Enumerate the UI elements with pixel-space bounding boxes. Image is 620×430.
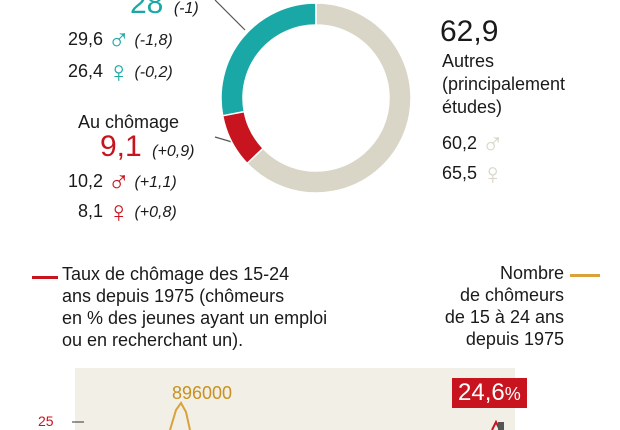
peak-count-label: 896000 [172, 383, 233, 403]
employed-female-row: 26,4 ♀ (-0,2) [68, 58, 173, 88]
line-chart [72, 368, 515, 430]
employed-female-value: 26,4 [68, 61, 104, 82]
employed-male-row: 29,6 ♂ (-1,8) [68, 26, 173, 56]
count-series-line [169, 401, 191, 430]
donut-chart [214, 0, 412, 194]
latest-rate-unit: % [504, 384, 521, 404]
unemployed-change: (+0,9) [152, 143, 195, 160]
rate-legend-line: ans depuis 1975 (chômeurs [62, 286, 285, 306]
others-value: 62,9 [440, 15, 499, 48]
employed-male-value: 29,6 [68, 29, 104, 50]
latest-rate-marker [498, 422, 504, 430]
rate-legend-line: ou en recherchant un). [62, 330, 244, 350]
latest-rate-value: 24,6 [458, 379, 505, 406]
male-icon: ♂ [481, 128, 505, 161]
count-legend-line: Nombre [499, 263, 564, 283]
latest-rate-badge: 24,6% [452, 378, 527, 408]
employed-female-change: (-0,2) [134, 64, 173, 82]
others-male-value: 60,2 [442, 133, 478, 154]
unemployed-male-row: 10,2 ♂ (+1,1) [68, 168, 177, 198]
y-axis-tick-label: 25 [38, 413, 54, 429]
male-icon: ♂ [107, 24, 131, 57]
count-legend-line: depuis 1975 [465, 329, 564, 349]
unemployed-female-change: (+0,8) [134, 204, 177, 222]
unemployed-label: Au chômage [78, 112, 180, 132]
female-icon: ♀ [481, 158, 505, 191]
y-tick-label: 25 [38, 413, 54, 429]
count-legend-line: de 15 à 24 ans [444, 307, 564, 327]
employed-male-change: (-1,8) [134, 32, 173, 50]
employed-block: 28 (-1) [130, 0, 199, 21]
count-legend-text: Nombre de chômeurs de 15 à 24 ans depuis… [445, 262, 564, 350]
female-icon: ♀ [107, 196, 130, 229]
unemployed-value: 9,1 [100, 130, 142, 163]
others-female-value: 65,5 [442, 163, 478, 184]
employed-value: 28 [130, 0, 164, 20]
others-label: Autres (principalement études) [442, 50, 565, 119]
rate-legend-line: en % des jeunes ayant un emploi [62, 308, 328, 328]
others-label-line: études) [442, 97, 503, 117]
unemployed-female-value: 8,1 [78, 201, 104, 222]
unemployed-leader-line [214, 136, 233, 143]
unemployed-male-change: (+1,1) [134, 174, 177, 192]
count-legend-swatch [570, 274, 600, 277]
others-label-line: (principalement [442, 74, 566, 94]
rate-legend-text: Taux de chômage des 15-24 ans depuis 197… [62, 263, 327, 351]
rate-legend-line: Taux de chômage des 15-24 [62, 264, 290, 284]
employed-leader-line [214, 0, 246, 31]
others-male-row: 60,2 ♂ [442, 130, 504, 160]
employed-change: (-1) [173, 0, 199, 17]
others-label-line: Autres [442, 51, 495, 71]
unemployed-female-row: 8,1 ♀ (+0,8) [78, 198, 177, 228]
count-legend-line: de chômeurs [459, 285, 564, 305]
unemployed-male-value: 10,2 [68, 171, 104, 192]
line-chart-background [75, 368, 515, 430]
unemployed-main: 9,1 (+0,9) [100, 130, 194, 164]
rate-legend-swatch [32, 276, 58, 279]
female-icon: ♀ [107, 56, 131, 89]
male-icon: ♂ [107, 166, 131, 199]
others-female-row: 65,5 ♀ [442, 160, 504, 190]
others-slice [246, 2, 412, 194]
